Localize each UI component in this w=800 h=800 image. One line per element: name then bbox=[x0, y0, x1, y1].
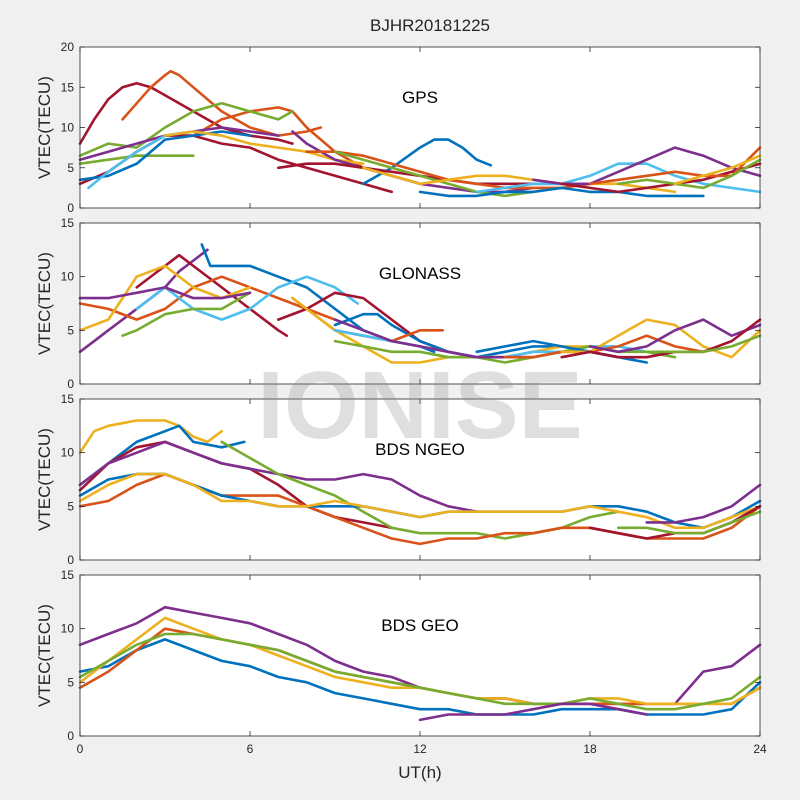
x-tick-label: 12 bbox=[413, 742, 427, 756]
series-line bbox=[135, 275, 359, 321]
y-tick-label: 10 bbox=[61, 121, 75, 135]
series-line bbox=[78, 275, 337, 321]
panel-label: GPS bbox=[402, 88, 438, 107]
series-group bbox=[78, 69, 762, 198]
series-line bbox=[78, 102, 294, 157]
y-tick-label: 20 bbox=[61, 40, 75, 54]
series-line bbox=[560, 162, 762, 194]
series-line bbox=[617, 158, 762, 190]
panel-label: BDS GEO bbox=[381, 616, 458, 635]
series-line bbox=[645, 483, 762, 524]
y-tick-label: 0 bbox=[67, 729, 74, 743]
x-tick-label: 6 bbox=[247, 742, 254, 756]
y-axis-label: VTEC(TECU) bbox=[35, 252, 54, 355]
y-tick-label: 10 bbox=[61, 270, 75, 284]
series-line bbox=[78, 154, 195, 165]
panel-label: GLONASS bbox=[379, 264, 461, 283]
series-line bbox=[121, 291, 252, 337]
series-line bbox=[673, 154, 762, 186]
series-line bbox=[121, 69, 323, 137]
series-line bbox=[532, 146, 762, 186]
watermark: IONISE bbox=[257, 352, 582, 459]
series-line bbox=[418, 186, 705, 198]
x-tick-label: 0 bbox=[77, 742, 84, 756]
series-group bbox=[78, 419, 762, 546]
series-line bbox=[645, 334, 762, 354]
series-line bbox=[560, 318, 762, 359]
panel-1: 0 5 10 15 20 VTEC(TECU) GPS bbox=[35, 40, 762, 215]
series-line bbox=[78, 130, 252, 182]
series-line bbox=[78, 81, 294, 145]
x-tick-label: 18 bbox=[583, 742, 597, 756]
series-line bbox=[78, 632, 762, 711]
y-tick-label: 0 bbox=[67, 201, 74, 215]
panel-3: 0 5 10 15 VTEC(TECU) BDS NGEO bbox=[35, 392, 762, 567]
y-tick-label: 5 bbox=[67, 323, 74, 337]
y-axis-label: VTEC(TECU) bbox=[35, 76, 54, 179]
y-tick-label: 15 bbox=[61, 216, 75, 230]
series-line bbox=[78, 286, 252, 300]
figure-title: BJHR20181225 bbox=[370, 16, 490, 35]
series-line bbox=[333, 150, 563, 198]
series-line bbox=[78, 419, 223, 454]
y-tick-label: 5 bbox=[67, 161, 74, 175]
panel-4: 0 5 10 15 0 6 12 18 24 VTEC(TECU) BDS GEO bbox=[35, 568, 767, 756]
series-line bbox=[78, 472, 762, 530]
y-axis-label: VTEC(TECU) bbox=[35, 604, 54, 707]
plot-area bbox=[80, 47, 760, 208]
y-tick-label: 5 bbox=[67, 499, 74, 513]
y-tick-label: 10 bbox=[61, 446, 75, 460]
x-tick-label: 24 bbox=[753, 742, 767, 756]
y-tick-label: 5 bbox=[67, 675, 74, 689]
panel-label: BDS NGEO bbox=[375, 440, 465, 459]
y-tick-label: 0 bbox=[67, 553, 74, 567]
y-tick-label: 10 bbox=[61, 622, 75, 636]
series-line bbox=[588, 318, 762, 354]
panel-2: 0 5 10 15 VTEC(TECU) GLONASS bbox=[35, 216, 762, 391]
series-line bbox=[333, 318, 535, 359]
series-line bbox=[617, 510, 762, 535]
series-line bbox=[362, 166, 677, 194]
y-tick-label: 0 bbox=[67, 377, 74, 391]
panels-group: 0 5 10 15 20 VTEC(TECU) GPS 0 5 10 15 VTEC(TECU) GLO… bbox=[35, 40, 767, 756]
series-group bbox=[78, 605, 762, 722]
series-group bbox=[78, 243, 762, 364]
y-tick-label: 15 bbox=[61, 568, 75, 582]
y-axis-label: VTEC(TECU) bbox=[35, 428, 54, 531]
x-axis-label: UT(h) bbox=[398, 763, 441, 782]
series-line bbox=[135, 253, 289, 337]
y-tick-label: 15 bbox=[61, 80, 75, 94]
plot-area bbox=[80, 575, 760, 736]
y-tick-label: 15 bbox=[61, 392, 75, 406]
series-line bbox=[560, 318, 762, 359]
series-line bbox=[418, 702, 648, 722]
